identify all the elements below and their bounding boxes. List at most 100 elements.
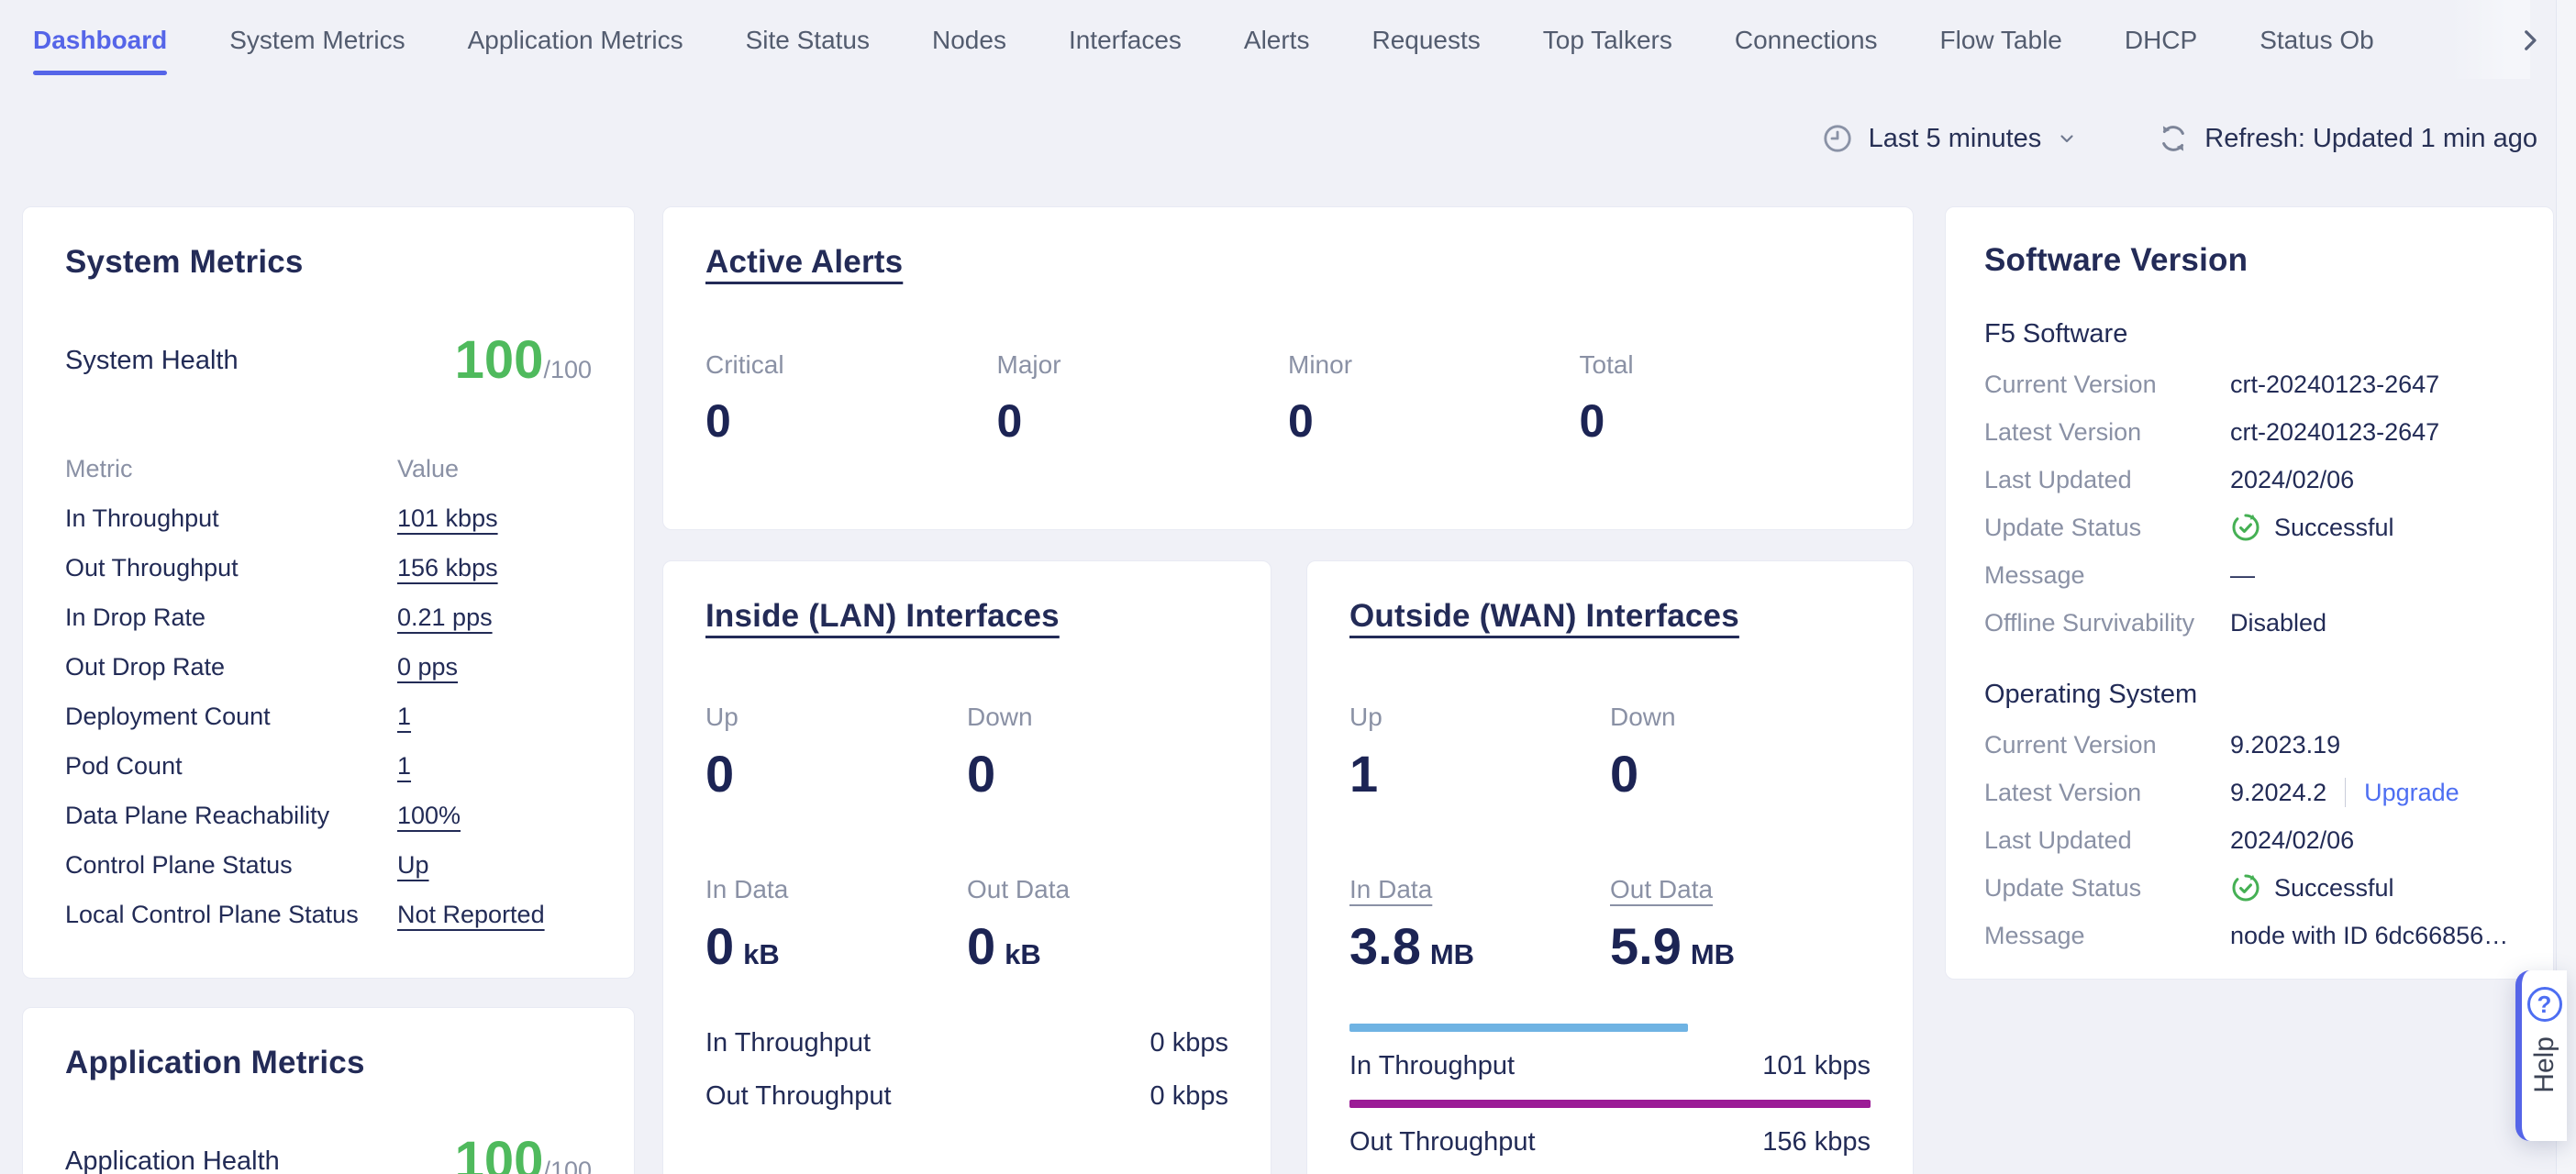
stat-value: 0 — [705, 395, 731, 447]
chevron-down-icon — [2056, 127, 2078, 150]
tab-interfaces[interactable]: Interfaces — [1069, 26, 1182, 75]
tab-application-metrics[interactable]: Application Metrics — [468, 26, 683, 75]
application-health-score-group: 100/100 — [455, 1135, 592, 1174]
wan-data-link-in-data[interactable]: In Data — [1349, 875, 1433, 903]
alert-stat-total: Total 0 — [1580, 350, 1871, 444]
metric-value-out-throughput[interactable]: 156 kbps — [397, 553, 498, 581]
version-row-label: Offline Survivability — [1984, 608, 2195, 637]
metric-value-data-plane-reachability[interactable]: 100% — [397, 801, 461, 829]
interface-data-value: 0 kB — [967, 921, 1228, 972]
dashboard-toolbar: Last 5 minutes Refresh: Updated 1 min ag… — [1821, 112, 2537, 165]
tab-status-ob[interactable]: Status Ob — [2260, 26, 2374, 75]
version-row-value: crt-20240123-2647 — [2230, 417, 2440, 446]
help-button[interactable]: ? Help — [2515, 970, 2567, 1141]
stat-label: Down — [967, 703, 1033, 731]
wan-bar-out-throughput — [1349, 1100, 1871, 1108]
column-header-value: Value — [397, 454, 460, 482]
metric-row: Pod Count 1 — [65, 741, 592, 791]
metric-value-control-plane-status[interactable]: Up — [397, 850, 429, 879]
alert-stat-major: Major 0 — [997, 350, 1289, 444]
tab-dashboard[interactable]: Dashboard — [33, 26, 168, 75]
alert-stat-minor: Minor 0 — [1288, 350, 1580, 444]
lan-throughput-in-throughput: In Throughput 0 kbps — [705, 1024, 1228, 1062]
wan-throughput-in-throughput: In Throughput 101 kbps — [1349, 1024, 1871, 1085]
throughput-label: In Throughput — [705, 1027, 872, 1058]
time-range-label: Last 5 minutes — [1868, 123, 2042, 153]
tab-requests[interactable]: Requests — [1371, 26, 1480, 75]
card-wan-interfaces: Outside (WAN) Interfaces Up 1 Down 0 In … — [1306, 560, 1914, 1174]
nav-tab-label: Interfaces — [1068, 26, 1182, 54]
chevron-right-icon — [2525, 30, 2537, 50]
tab-nodes[interactable]: Nodes — [932, 26, 1006, 75]
stat-label: Up — [1349, 703, 1382, 731]
nav-tab-label: Connections — [1734, 26, 1878, 54]
active-alerts-title-link[interactable]: Active Alerts — [705, 244, 904, 280]
tab-system-metrics[interactable]: System Metrics — [229, 26, 405, 75]
metric-value-out-drop-rate[interactable]: 0 pps — [397, 652, 459, 681]
metric-label: Deployment Count — [65, 702, 271, 730]
version-row-value: 9.2024.2 Upgrade — [2230, 778, 2459, 807]
time-range-selector[interactable]: Last 5 minutes — [1821, 122, 2079, 155]
tab-connections[interactable]: Connections — [1735, 26, 1878, 75]
interface-data-label: Out Data — [967, 875, 1071, 903]
nav-tab-label: Top Talkers — [1542, 26, 1672, 54]
throughput-label: In Throughput — [1349, 1050, 1516, 1080]
tab-flow-table[interactable]: Flow Table — [1940, 26, 2062, 75]
card-application-metrics: Application Metrics Application Health 1… — [22, 1007, 635, 1174]
scrollbar-rail[interactable] — [2556, 0, 2576, 1174]
metric-value-local-control-plane-status[interactable]: Not Reported — [397, 900, 545, 928]
system-metrics-table-header: Metric Value — [65, 444, 592, 493]
version-row-value: 2024/02/06 — [2230, 825, 2355, 854]
version-row-value: Successful — [2230, 872, 2515, 903]
throughput-label: Out Throughput — [705, 1080, 892, 1111]
version-row-label: Current Version — [1984, 730, 2157, 759]
refresh-button[interactable]: Refresh: Updated 1 min ago — [2157, 122, 2537, 155]
application-metrics-title: Application Metrics — [65, 1045, 365, 1080]
wan-bar-in-throughput — [1349, 1024, 1689, 1032]
metric-value-deployment-count[interactable]: 1 — [397, 702, 412, 730]
throughput-label: Out Throughput — [1349, 1126, 1536, 1157]
tab-dhcp[interactable]: DHCP — [2125, 26, 2197, 75]
upgrade-link[interactable]: Upgrade — [2364, 778, 2459, 806]
tab-alerts[interactable]: Alerts — [1244, 26, 1310, 75]
nav-overflow-chevron[interactable] — [2514, 24, 2547, 57]
metric-row: In Throughput 101 kbps — [65, 493, 592, 543]
stat-label: Total — [1579, 350, 1634, 379]
throughput-value: 101 kbps — [1762, 1050, 1871, 1080]
version-row-value: 2024/02/06 — [2230, 465, 2355, 493]
nav-tab-label: Application Metrics — [467, 26, 683, 54]
application-health-row: Application Health 100/100 — [65, 1135, 592, 1174]
lan-interfaces-title-link[interactable]: Inside (LAN) Interfaces — [705, 598, 1060, 634]
lan-data-out-data: Out Data 0 kB — [967, 875, 1228, 972]
version-row-operating-system-latest-version: Latest Version 9.2024.2 Upgrade — [1984, 769, 2515, 816]
version-row-label: Message — [1984, 921, 2085, 949]
wan-interfaces-title-link[interactable]: Outside (WAN) Interfaces — [1349, 598, 1739, 634]
nav-overflow-fade — [2451, 0, 2530, 79]
lan-throughput-out-throughput: Out Throughput 0 kbps — [705, 1077, 1228, 1115]
wan-data-in-data: In Data 3.8 MB — [1349, 875, 1610, 972]
metric-value-in-drop-rate[interactable]: 0.21 pps — [397, 603, 493, 631]
version-row-operating-system-last-updated: Last Updated 2024/02/06 — [1984, 816, 2515, 864]
interface-data-value: 5.9 MB — [1610, 921, 1871, 972]
version-row-label: Update Status — [1984, 513, 2142, 541]
column-header-metric: Metric — [65, 454, 133, 482]
metric-row: In Drop Rate 0.21 pps — [65, 593, 592, 642]
help-question-icon: ? — [2526, 987, 2562, 1022]
wan-data-link-out-data[interactable]: Out Data — [1610, 875, 1714, 903]
interface-data-value: 3.8 MB — [1349, 921, 1610, 972]
metric-value-in-throughput[interactable]: 101 kbps — [397, 504, 498, 532]
wan-stat-up: Up 1 — [1349, 703, 1610, 800]
version-row-f5-software-update-status: Update Status Successful — [1984, 504, 2515, 551]
system-health-row: System Health 100/100 — [65, 334, 592, 387]
nav-tab-label: Requests — [1371, 26, 1481, 54]
metric-value-pod-count[interactable]: 1 — [397, 751, 412, 780]
tab-top-talkers[interactable]: Top Talkers — [1543, 26, 1672, 75]
tab-site-status[interactable]: Site Status — [746, 26, 870, 75]
stat-value: 0 — [705, 745, 735, 803]
clock-icon — [1821, 122, 1854, 155]
version-row-f5-software-offline-survivability: Offline Survivability Disabled — [1984, 599, 2515, 647]
divider — [2345, 778, 2347, 807]
stat-value: 1 — [1349, 745, 1379, 803]
nav-tab-label: Flow Table — [1939, 26, 2062, 54]
refresh-icon — [2157, 122, 2190, 155]
